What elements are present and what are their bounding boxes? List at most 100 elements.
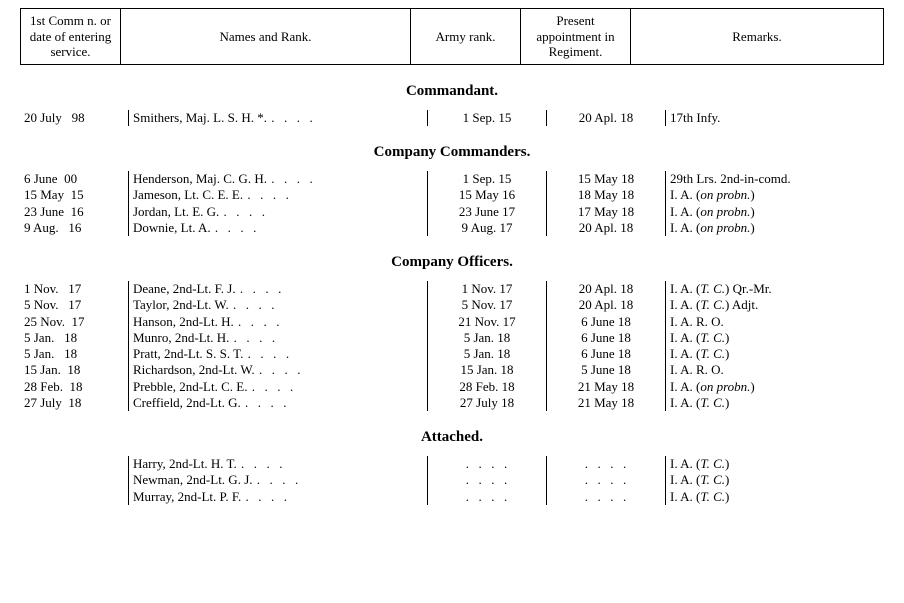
cell-appt: 6 June 18 xyxy=(547,346,666,362)
cell-remarks: I. A. (T. C.) xyxy=(666,472,885,488)
cell-date: 25 Nov. 17 xyxy=(20,314,129,330)
cell-date xyxy=(20,472,129,488)
table-row: Murray, 2nd-Lt. P. F.I. A. (T. C.) xyxy=(20,489,884,505)
cell-name: Richardson, 2nd-Lt. W. xyxy=(129,362,428,378)
table-row: 20 July 98Smithers, Maj. L. S. H. *.1 Se… xyxy=(20,110,884,126)
section-title: Company Commanders. xyxy=(20,144,884,161)
cell-appt: 20 Apl. 18 xyxy=(547,220,666,236)
cell-appt: 21 May 18 xyxy=(547,395,666,411)
cell-remarks: I. A. R. O. xyxy=(666,362,885,378)
cell-remarks: I. A. (on probn.) xyxy=(666,220,885,236)
data-table: 6 June 00Henderson, Maj. C. G. H.1 Sep. … xyxy=(20,171,884,236)
cell-army: 5 Nov. 17 xyxy=(428,297,547,313)
cell-date: 9 Aug. 16 xyxy=(20,220,129,236)
cell-army: 21 Nov. 17 xyxy=(428,314,547,330)
cell-name: Jameson, Lt. C. E. E. xyxy=(129,187,428,203)
table-row: 9 Aug. 16Downie, Lt. A.9 Aug. 1720 Apl. … xyxy=(20,220,884,236)
cell-army xyxy=(428,472,547,488)
header-table: 1st Comm n. or date of entering service.… xyxy=(20,8,884,65)
col-header-appt: Present appointment in Regiment. xyxy=(521,9,631,65)
table-row: Harry, 2nd-Lt. H. T. I. A. (T. C.) xyxy=(20,456,884,472)
cell-date xyxy=(20,456,129,472)
cell-army: 1 Sep. 15 xyxy=(428,171,547,187)
cell-appt: 20 Apl. 18 xyxy=(547,297,666,313)
cell-army: 23 June 17 xyxy=(428,204,547,220)
table-row: 1 Nov. 17Deane, 2nd-Lt. F. J.1 Nov. 1720… xyxy=(20,281,884,297)
cell-name: Newman, 2nd-Lt. G. J. xyxy=(129,472,428,488)
cell-remarks: I. A. (T. C.) xyxy=(666,395,885,411)
cell-name: Hanson, 2nd-Lt. H. xyxy=(129,314,428,330)
table-row: Newman, 2nd-Lt. G. J. I. A. (T. C.) xyxy=(20,472,884,488)
data-table: 1 Nov. 17Deane, 2nd-Lt. F. J.1 Nov. 1720… xyxy=(20,281,884,411)
cell-army: 27 July 18 xyxy=(428,395,547,411)
cell-army xyxy=(428,489,547,505)
table-row: 28 Feb. 18Prebble, 2nd-Lt. C. E.28 Feb. … xyxy=(20,379,884,395)
table-row: 23 June 16Jordan, Lt. E. G.23 June 1717 … xyxy=(20,204,884,220)
section-title: Company Officers. xyxy=(20,254,884,271)
cell-name: Henderson, Maj. C. G. H. xyxy=(129,171,428,187)
cell-appt: 20 Apl. 18 xyxy=(547,281,666,297)
table-row: 15 May 15Jameson, Lt. C. E. E.15 May 161… xyxy=(20,187,884,203)
cell-remarks: I. A. (on probn.) xyxy=(666,379,885,395)
col-header-date: 1st Comm n. or date of entering service. xyxy=(21,9,121,65)
table-row: 5 Jan. 18Munro, 2nd-Lt. H.5 Jan. 186 Jun… xyxy=(20,330,884,346)
cell-appt: 6 June 18 xyxy=(547,314,666,330)
cell-appt xyxy=(547,489,666,505)
cell-army: 15 Jan. 18 xyxy=(428,362,547,378)
cell-name: Downie, Lt. A. xyxy=(129,220,428,236)
cell-name: Murray, 2nd-Lt. P. F. xyxy=(129,489,428,505)
cell-name: Smithers, Maj. L. S. H. *. xyxy=(129,110,428,126)
data-table: 20 July 98Smithers, Maj. L. S. H. *.1 Se… xyxy=(20,110,884,126)
cell-remarks: I. A. (T. C.) xyxy=(666,456,885,472)
cell-name: Harry, 2nd-Lt. H. T. xyxy=(129,456,428,472)
cell-date: 15 Jan. 18 xyxy=(20,362,129,378)
cell-appt xyxy=(547,456,666,472)
cell-appt: 6 June 18 xyxy=(547,330,666,346)
cell-date: 15 May 15 xyxy=(20,187,129,203)
section-title: Commandant. xyxy=(20,83,884,100)
cell-date: 23 June 16 xyxy=(20,204,129,220)
cell-date: 5 Nov. 17 xyxy=(20,297,129,313)
cell-name: Taylor, 2nd-Lt. W. xyxy=(129,297,428,313)
cell-name: Munro, 2nd-Lt. H. xyxy=(129,330,428,346)
cell-name: Creffield, 2nd-Lt. G. xyxy=(129,395,428,411)
cell-name: Pratt, 2nd-Lt. S. S. T. xyxy=(129,346,428,362)
cell-name: Prebble, 2nd-Lt. C. E. xyxy=(129,379,428,395)
table-row: 25 Nov. 17Hanson, 2nd-Lt. H.21 Nov. 176 … xyxy=(20,314,884,330)
cell-remarks: 17th Infy. xyxy=(666,110,885,126)
section-title: Attached. xyxy=(20,429,884,446)
cell-appt: 21 May 18 xyxy=(547,379,666,395)
cell-army: 15 May 16 xyxy=(428,187,547,203)
cell-date: 1 Nov. 17 xyxy=(20,281,129,297)
cell-army: 5 Jan. 18 xyxy=(428,330,547,346)
cell-date: 20 July 98 xyxy=(20,110,129,126)
cell-date: 28 Feb. 18 xyxy=(20,379,129,395)
cell-army: 1 Nov. 17 xyxy=(428,281,547,297)
cell-remarks: I. A. (T. C.) Adjt. xyxy=(666,297,885,313)
cell-name: Jordan, Lt. E. G. xyxy=(129,204,428,220)
cell-army xyxy=(428,456,547,472)
table-row: 15 Jan. 18Richardson, 2nd-Lt. W.15 Jan. … xyxy=(20,362,884,378)
col-header-name: Names and Rank. xyxy=(121,9,411,65)
cell-remarks: I. A. (T. C.) Qr.-Mr. xyxy=(666,281,885,297)
cell-remarks: I. A. (T. C.) xyxy=(666,346,885,362)
cell-appt: 5 June 18 xyxy=(547,362,666,378)
cell-date xyxy=(20,489,129,505)
cell-army: 28 Feb. 18 xyxy=(428,379,547,395)
cell-remarks: 29th Lrs. 2nd-in-comd. xyxy=(666,171,885,187)
table-row: 5 Nov. 17Taylor, 2nd-Lt. W.5 Nov. 1720 A… xyxy=(20,297,884,313)
cell-remarks: I. A. (on probn.) xyxy=(666,187,885,203)
cell-date: 27 July 18 xyxy=(20,395,129,411)
cell-remarks: I. A. R. O. xyxy=(666,314,885,330)
col-header-rem: Remarks. xyxy=(631,9,884,65)
cell-army: 1 Sep. 15 xyxy=(428,110,547,126)
cell-remarks: I. A. (on probn.) xyxy=(666,204,885,220)
table-row: 6 June 00Henderson, Maj. C. G. H.1 Sep. … xyxy=(20,171,884,187)
cell-remarks: I. A. (T. C.) xyxy=(666,330,885,346)
table-row: 27 July 18Creffield, 2nd-Lt. G.27 July 1… xyxy=(20,395,884,411)
cell-army: 5 Jan. 18 xyxy=(428,346,547,362)
data-table: Harry, 2nd-Lt. H. T.I. A. (T. C.)Newman,… xyxy=(20,456,884,505)
cell-date: 6 June 00 xyxy=(20,171,129,187)
cell-appt: 17 May 18 xyxy=(547,204,666,220)
col-header-army: Army rank. xyxy=(411,9,521,65)
